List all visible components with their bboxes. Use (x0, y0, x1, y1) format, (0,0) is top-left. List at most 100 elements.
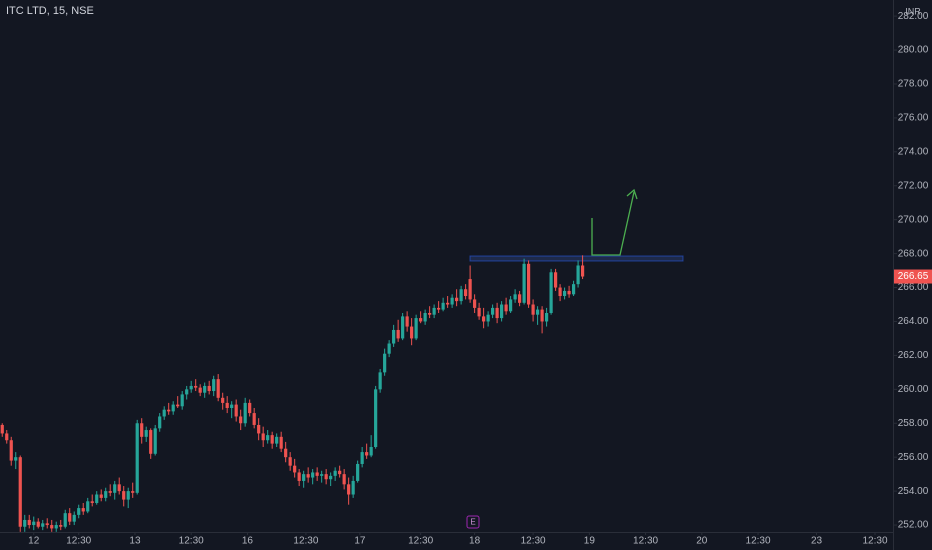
candle-body (374, 389, 378, 448)
candle-body (477, 307, 481, 317)
candle-body (459, 289, 463, 302)
x-tick-label: 12:30 (746, 536, 771, 547)
candle-body (113, 484, 117, 493)
candle-body (311, 472, 315, 478)
candle-body (0, 424, 4, 434)
candle-body (144, 430, 148, 437)
y-tick-label: 276.00 (898, 113, 929, 124)
candle-body (266, 435, 270, 441)
candle-body (162, 409, 166, 417)
candle-body (450, 297, 454, 305)
candle-body (482, 316, 486, 322)
candle-body (486, 314, 490, 322)
candle-body (423, 312, 427, 322)
candle-body (432, 307, 436, 315)
y-tick-label: 280.00 (898, 45, 929, 56)
candle-body (216, 379, 220, 398)
candle-body (446, 302, 450, 305)
chart-title: ITC LTD, 15, NSE (6, 5, 94, 17)
candle-body (392, 329, 396, 344)
candle-body (405, 316, 409, 327)
candle-body (441, 302, 445, 310)
candle-body (95, 494, 99, 503)
event-label[interactable]: E (470, 518, 475, 527)
x-tick-label: 12:30 (293, 536, 318, 547)
candle-body (567, 290, 571, 295)
candle-body (342, 474, 346, 485)
candle-body (410, 326, 414, 339)
path-drawing[interactable] (591, 191, 635, 256)
candle-body (437, 307, 441, 310)
candle-body (243, 402, 247, 424)
candle-body (468, 279, 472, 300)
candle-body (72, 514, 76, 522)
candle-body (297, 472, 301, 481)
candle-body (509, 299, 513, 312)
candle-body (221, 397, 225, 403)
candle-body (455, 297, 459, 302)
level-drawing[interactable] (469, 255, 684, 262)
y-tick-label: 252.00 (898, 520, 929, 531)
y-tick-label: 256.00 (898, 452, 929, 463)
candle-body (270, 435, 274, 444)
y-tick-label: 260.00 (898, 384, 929, 395)
x-tick-label: 23 (811, 536, 823, 547)
candle-body (320, 474, 324, 476)
candle-body (387, 343, 391, 354)
y-tick-label: 254.00 (898, 486, 929, 497)
y-tick-label: 264.00 (898, 316, 929, 327)
candle-body (104, 491, 108, 498)
candle-body (558, 287, 562, 297)
candle-body (41, 523, 45, 527)
candle-body (212, 379, 216, 392)
candle-body (315, 472, 319, 476)
candle-body (185, 389, 189, 395)
candles (0, 255, 585, 532)
candle-body (419, 318, 423, 322)
candle-body (284, 448, 288, 458)
candle-body (32, 521, 36, 526)
candle-body (553, 272, 558, 288)
x-tick-label: 18 (469, 536, 481, 547)
event-icon[interactable] (466, 515, 480, 529)
candle-body (522, 263, 526, 303)
candle-body (464, 289, 468, 297)
y-tick-label: 272.00 (898, 180, 929, 191)
candle-body (360, 452, 364, 464)
x-tick-label: 12:30 (862, 536, 887, 547)
x-tick-label: 13 (129, 536, 141, 547)
currency-label[interactable]: INR (905, 6, 921, 16)
candle-body (383, 353, 387, 373)
candle-body (198, 387, 202, 393)
candle-body (562, 290, 567, 297)
candle-body (117, 484, 121, 492)
candle-body (329, 475, 333, 480)
candle-body (261, 433, 265, 441)
candle-body (491, 307, 495, 315)
candle-body (203, 385, 207, 393)
arrow-head[interactable] (626, 188, 638, 200)
candle-body (171, 404, 175, 412)
candle-body (428, 312, 432, 315)
candle-body (176, 404, 180, 407)
candle-body (540, 309, 544, 322)
candle-body (571, 284, 576, 295)
candle-body (351, 480, 355, 495)
candle-body (59, 525, 63, 527)
candle-body (225, 402, 229, 408)
x-tick-label: 12:30 (633, 536, 658, 547)
y-tick-label: 258.00 (898, 418, 929, 429)
candle-body (5, 433, 9, 441)
x-tick-label: 12:30 (521, 536, 546, 547)
candle-body (293, 465, 297, 473)
candle-body (414, 318, 418, 339)
x-tick-label: 12:30 (179, 536, 204, 547)
candle-body (500, 304, 504, 319)
candle-body (544, 312, 549, 322)
candle-body (158, 416, 162, 429)
candle-body (234, 404, 238, 417)
y-tick-label: 262.00 (898, 350, 929, 361)
last-price-label: 266.65 (898, 271, 929, 282)
